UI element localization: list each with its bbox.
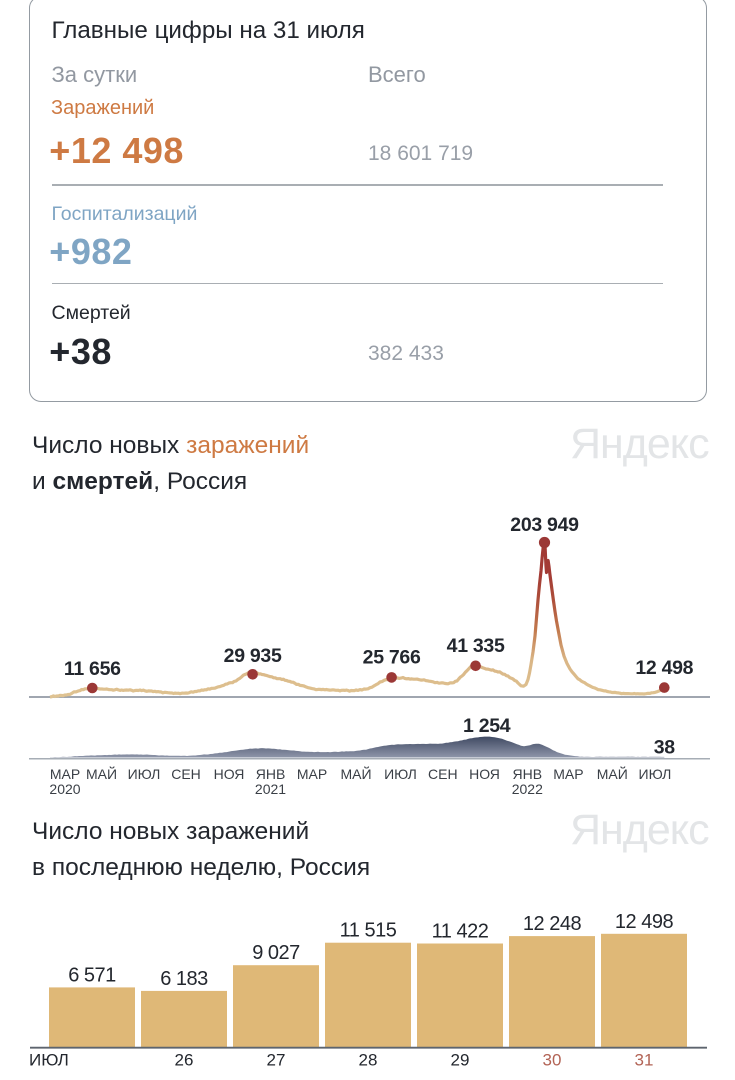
svg-text:ЯНВ: ЯНВ	[513, 766, 543, 782]
svg-text:ЯНВ: ЯНВ	[256, 766, 286, 782]
svg-text:31: 31	[635, 1051, 654, 1070]
svg-text:11 422: 11 422	[432, 921, 489, 943]
svg-text:ИЮЛ: ИЮЛ	[384, 766, 417, 782]
svg-text:29: 29	[451, 1051, 470, 1070]
svg-text:1 254: 1 254	[463, 715, 511, 737]
svg-text:6 571: 6 571	[68, 964, 116, 986]
svg-text:ИЮЛ: ИЮЛ	[128, 766, 161, 782]
svg-text:11 515: 11 515	[340, 920, 397, 942]
svg-text:2020: 2020	[49, 781, 80, 797]
svg-text:6 183: 6 183	[160, 968, 208, 990]
svg-text:НОЯ: НОЯ	[469, 766, 500, 782]
svg-text:СЕН: СЕН	[171, 766, 201, 782]
svg-text:25 766: 25 766	[363, 647, 421, 669]
svg-text:30: 30	[543, 1051, 562, 1070]
svg-text:41 335: 41 335	[447, 635, 505, 657]
svg-text:2022: 2022	[512, 781, 543, 797]
svg-text:12 498: 12 498	[635, 657, 693, 679]
svg-text:12 498: 12 498	[615, 911, 674, 933]
svg-text:МАР: МАР	[553, 766, 583, 782]
svg-text:МАР: МАР	[297, 766, 327, 782]
svg-text:МАЙ: МАЙ	[597, 765, 628, 782]
svg-text:2021: 2021	[255, 781, 286, 797]
svg-text:28: 28	[359, 1051, 378, 1070]
svg-text:ИЮЛ: ИЮЛ	[639, 766, 672, 782]
svg-text:38: 38	[654, 737, 676, 759]
svg-text:27: 27	[267, 1051, 286, 1070]
svg-text:МАЙ: МАЙ	[86, 765, 117, 782]
svg-text:МАЙ: МАЙ	[340, 765, 371, 782]
svg-text:203 949: 203 949	[510, 514, 579, 536]
svg-text:29 935: 29 935	[224, 645, 282, 667]
svg-text:11 656: 11 656	[64, 658, 121, 680]
svg-text:26: 26	[175, 1051, 194, 1070]
svg-text:9 027: 9 027	[252, 942, 300, 964]
svg-text:12 248: 12 248	[523, 913, 582, 935]
svg-text:МАР: МАР	[50, 766, 80, 782]
svg-text:ИЮЛ: ИЮЛ	[29, 1051, 69, 1070]
svg-text:СЕН: СЕН	[428, 766, 458, 782]
svg-text:НОЯ: НОЯ	[214, 766, 245, 782]
